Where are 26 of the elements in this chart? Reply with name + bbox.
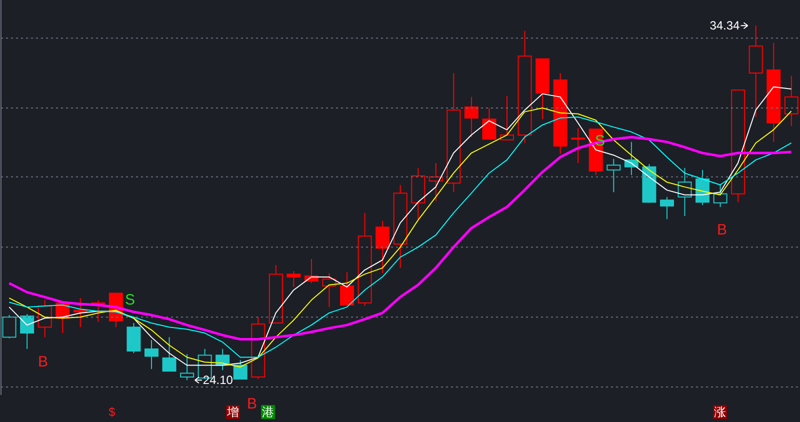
annotation: 34.34 bbox=[710, 18, 740, 33]
text: B bbox=[246, 396, 258, 412]
candlestick bbox=[713, 184, 728, 208]
annotation: B bbox=[716, 222, 728, 238]
candlestick bbox=[376, 220, 390, 274]
text: 涨 bbox=[713, 405, 727, 419]
annotation: S bbox=[124, 292, 136, 308]
candlestick bbox=[482, 108, 496, 140]
candlestick bbox=[660, 196, 674, 220]
candlestick bbox=[500, 95, 514, 140]
candlestick bbox=[144, 339, 158, 370]
annotation: 24.10 bbox=[202, 373, 234, 388]
candlestick bbox=[233, 360, 248, 380]
candlestick bbox=[340, 272, 354, 306]
candlestick bbox=[286, 270, 301, 288]
text: 港 bbox=[261, 405, 275, 419]
candlestick bbox=[606, 158, 621, 193]
candlestick bbox=[162, 336, 176, 372]
text: $ bbox=[108, 405, 116, 419]
candlestick bbox=[464, 96, 478, 138]
text: 增 bbox=[226, 405, 240, 419]
candlestick bbox=[571, 128, 586, 164]
annotation: B bbox=[38, 354, 48, 370]
candlestick bbox=[126, 322, 141, 354]
candlestick bbox=[20, 313, 34, 350]
candlestick bbox=[73, 298, 88, 328]
